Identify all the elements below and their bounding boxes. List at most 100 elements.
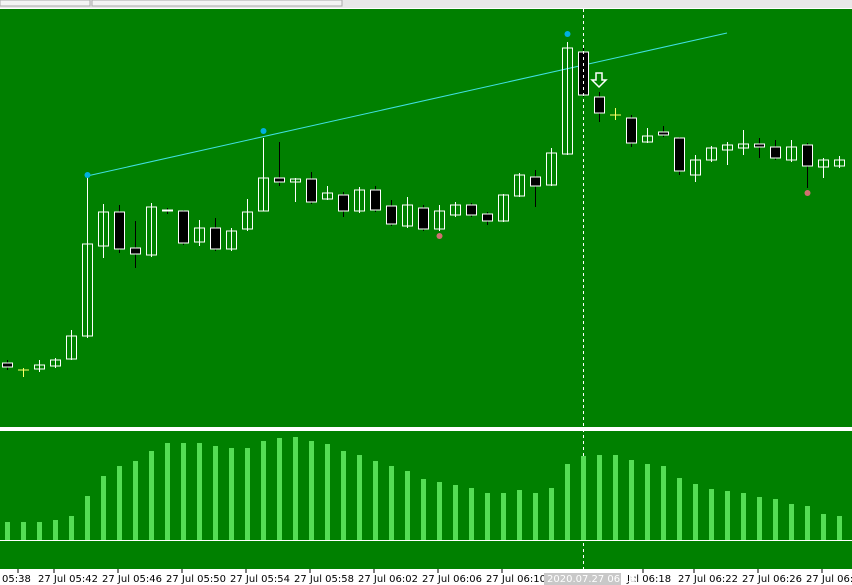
candle-body	[162, 209, 173, 212]
histogram-bar	[229, 448, 234, 540]
candle-body	[642, 135, 653, 143]
histogram-bar	[245, 448, 250, 540]
candle-body	[450, 204, 461, 216]
x-tick-label: 27 Jul 06:3	[806, 574, 852, 585]
histogram-bar	[341, 451, 346, 540]
histogram-bar	[117, 466, 122, 540]
candle-body	[66, 335, 77, 360]
candle-body	[786, 146, 797, 161]
histogram-bar	[661, 466, 666, 540]
candle-body	[338, 194, 349, 212]
histogram-bar	[693, 484, 698, 540]
candle-body	[322, 192, 333, 200]
tab	[91, 0, 343, 7]
candle-body	[690, 159, 701, 176]
histogram-bar	[389, 466, 394, 540]
candle-body	[82, 243, 93, 337]
histogram-bar	[549, 488, 554, 540]
histogram-bar	[517, 490, 522, 540]
fractal-down	[436, 233, 443, 239]
histogram-bar	[741, 493, 746, 540]
candle-body	[658, 131, 669, 136]
histogram-bar	[837, 516, 842, 540]
candle-body	[562, 47, 573, 155]
histogram-bar	[373, 461, 378, 540]
candle-body	[290, 178, 301, 183]
candle-body	[546, 152, 557, 186]
histogram-bar	[357, 455, 362, 540]
candle-body	[802, 144, 813, 167]
candle-body	[770, 146, 781, 159]
histogram-bar	[293, 437, 298, 540]
candle-body	[514, 174, 525, 197]
histogram-bar	[165, 443, 170, 540]
candle-body	[834, 159, 845, 167]
candle-body	[434, 210, 445, 230]
candle-body	[306, 178, 317, 203]
histogram-bar	[277, 438, 282, 540]
candle-body	[130, 247, 141, 255]
candle-body	[738, 143, 749, 149]
candle-body	[674, 137, 685, 172]
x-tick-label: 27 Jul 05:58	[294, 574, 354, 585]
histogram-bar	[677, 478, 682, 540]
candle-body	[210, 227, 221, 250]
candle-body	[114, 211, 125, 250]
candle-body	[50, 359, 61, 367]
x-tick-label: 27 Jul 05:50	[166, 574, 226, 585]
histogram-bar	[469, 488, 474, 540]
candle-body	[386, 205, 397, 225]
histogram-bar	[69, 516, 74, 540]
candle-body	[146, 206, 157, 256]
candle-body	[178, 210, 189, 244]
candle-body	[370, 189, 381, 211]
fractal-up	[260, 128, 267, 134]
histogram-bar	[805, 506, 810, 540]
histogram-bar	[261, 441, 266, 540]
histogram-bar	[597, 455, 602, 540]
fractal-up	[84, 172, 91, 178]
candle-body	[722, 144, 733, 151]
candle-body	[706, 147, 717, 161]
histogram-bar	[629, 460, 634, 540]
x-tick-label: 27 Jul 06:10	[486, 574, 546, 585]
histogram-bar	[565, 464, 570, 540]
candle-body	[2, 362, 13, 368]
histogram-bar	[5, 522, 10, 540]
histogram-bar	[501, 493, 506, 540]
histogram-bar	[709, 489, 714, 540]
cursor-label-box	[544, 573, 621, 585]
signal-arrow	[590, 72, 608, 89]
tab	[0, 0, 91, 7]
x-tick-label: 27 Jul 05:42	[38, 574, 98, 585]
histogram-bar	[197, 443, 202, 540]
candle-body	[34, 364, 45, 370]
candle-body	[242, 211, 253, 230]
histogram-bar	[725, 491, 730, 540]
candle-body	[258, 177, 269, 212]
candle-body	[594, 96, 605, 114]
fractal-down	[804, 190, 811, 196]
histogram-bar	[821, 514, 826, 540]
candle-body	[274, 177, 285, 183]
histogram-bar	[757, 497, 762, 540]
histogram-bar	[645, 464, 650, 540]
candle-body	[402, 204, 413, 227]
x-tick-label: 27 Jul 05:54	[230, 574, 290, 585]
candle-body	[498, 194, 509, 222]
histogram-bar	[773, 499, 778, 540]
toolbar-strip	[0, 0, 852, 8]
histogram-bar	[213, 446, 218, 540]
histogram-bar	[453, 485, 458, 540]
histogram-bar	[789, 504, 794, 540]
histogram-bar	[309, 441, 314, 540]
histogram-bar	[37, 522, 42, 540]
candle-body	[418, 207, 429, 230]
candle-body	[626, 117, 637, 144]
x-tick-label: 27 Jul 06:26	[742, 574, 802, 585]
histogram-bar	[437, 482, 442, 540]
x-tick-label: 05:38	[2, 574, 31, 585]
x-tick-label: Jul 06:18	[626, 574, 671, 585]
candle-body	[818, 159, 829, 168]
